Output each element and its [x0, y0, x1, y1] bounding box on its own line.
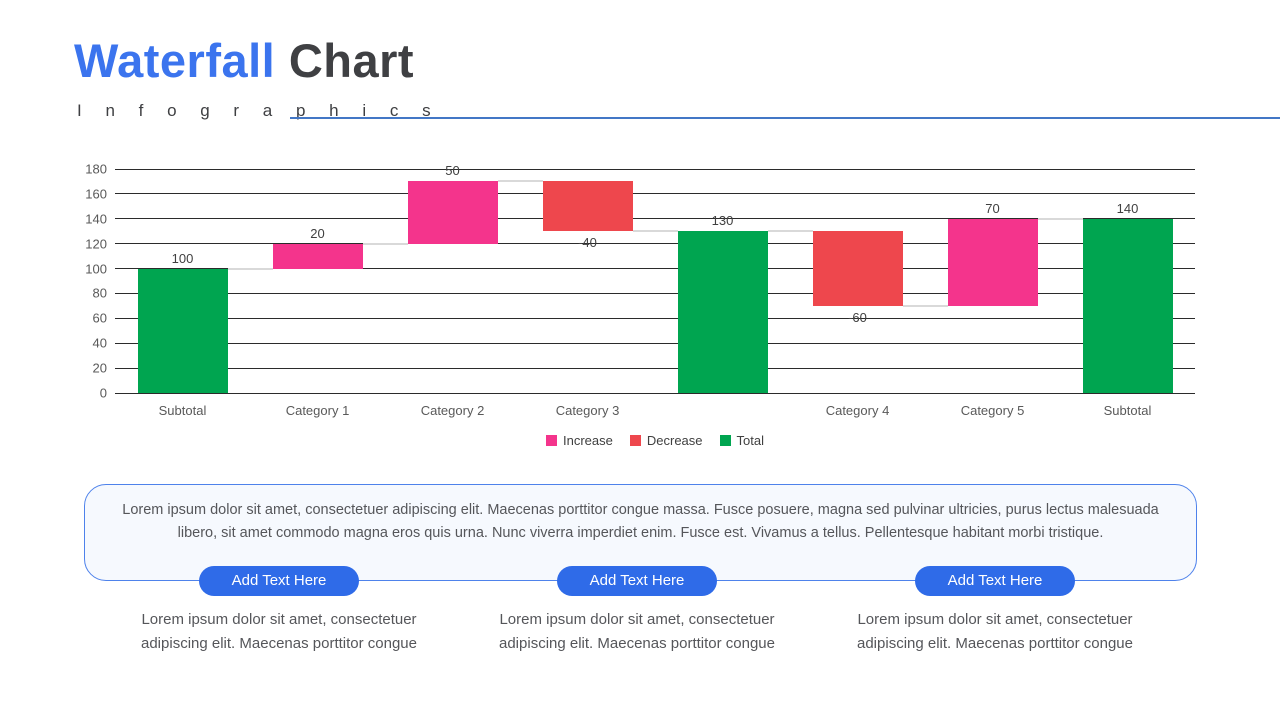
chart-plot-area: 100 Subtotal 20 Category 1 50 Category 2 -40 Ca… — [115, 163, 1195, 418]
legend-swatch-total — [719, 435, 731, 446]
category-label: Category 3 — [555, 403, 620, 418]
y-axis-label: 100 — [85, 261, 107, 277]
connector-line — [1037, 217, 1083, 220]
y-axis-label: 20 — [92, 360, 107, 376]
y-axis-label: 0 — [99, 385, 107, 401]
waterfall-bar-total — [1082, 218, 1173, 393]
gridline — [115, 317, 1195, 319]
gridline — [115, 268, 1195, 270]
connector-line — [767, 230, 813, 233]
category-label: Subtotal — [158, 403, 207, 418]
chart-legend: Increase Decrease Total — [115, 433, 1195, 448]
legend-item-increase: Increase — [546, 433, 613, 448]
waterfall-chart: 0 20 40 60 80 100 120 140 160 180 100 Subtotal 20 Ca… — [55, 162, 1195, 448]
page-title-secondary: Chart — [288, 34, 415, 87]
legend-swatch-increase — [546, 435, 557, 446]
gridline — [115, 193, 1195, 195]
waterfall-bar-total — [137, 268, 228, 393]
bar-value-label: 100 — [171, 250, 194, 266]
waterfall-bar-increase — [947, 218, 1038, 306]
bar-value-label: 70 — [985, 200, 1000, 216]
gridline — [115, 342, 1195, 344]
note-text-1: Lorem ipsum dolor sit amet, consectetuer… — [141, 611, 417, 652]
legend-label: Total — [736, 433, 764, 448]
category-label: Category 2 — [420, 403, 485, 418]
waterfall-bar-increase — [407, 181, 498, 244]
connector-line — [632, 230, 678, 233]
add-text-button-3[interactable]: Add Text Here — [915, 566, 1075, 596]
page-subtitle: I n f o g r a p h i c s — [77, 101, 441, 120]
gridline — [115, 367, 1195, 369]
legend-label: Increase — [563, 433, 613, 448]
y-axis-label: 120 — [85, 236, 107, 252]
bar-value-label: 50 — [445, 163, 460, 179]
bar-value-label: -60 — [848, 309, 867, 325]
category-label: Subtotal — [1103, 403, 1152, 418]
bar-value-label: 140 — [1116, 200, 1139, 216]
legend-item-total: Total — [719, 433, 764, 448]
bar-value-label: 20 — [310, 225, 325, 241]
legend-label: Decrease — [646, 433, 703, 448]
legend-swatch-decrease — [629, 435, 641, 446]
waterfall-bar-decrease — [542, 181, 633, 232]
callout-box: Lorem ipsum dolor sit amet, consectetuer… — [84, 484, 1197, 581]
bar-value-label: 130 — [711, 213, 734, 229]
y-axis-label: 180 — [85, 161, 107, 177]
add-text-button-1[interactable]: Add Text Here — [199, 566, 359, 596]
page-title: Waterfall Chart — [74, 33, 414, 88]
category-label: Category 1 — [285, 403, 350, 418]
y-axis-label: 140 — [85, 211, 107, 227]
connector-line — [902, 304, 948, 307]
y-axis-label: 40 — [92, 335, 107, 351]
waterfall-bar-decrease — [812, 231, 903, 306]
y-axis-label: 60 — [92, 310, 107, 326]
category-label: Category 5 — [960, 403, 1025, 418]
add-text-button-2[interactable]: Add Text Here — [557, 566, 717, 596]
y-axis: 0 20 40 60 80 100 120 140 160 180 — [55, 162, 107, 401]
gridline — [115, 243, 1195, 245]
category-label: Category 4 — [825, 403, 890, 418]
gridline — [115, 218, 1195, 220]
note-text-2: Lorem ipsum dolor sit amet, consectetuer… — [499, 611, 775, 652]
bar-value-label: -40 — [578, 235, 597, 251]
y-axis-label: 80 — [92, 285, 107, 301]
waterfall-bar-total — [677, 231, 768, 393]
connector-line — [227, 267, 273, 270]
connector-line — [497, 180, 543, 183]
callout-paragraph: Lorem ipsum dolor sit amet, consectetuer… — [122, 502, 1159, 541]
note-text-3: Lorem ipsum dolor sit amet, consectetuer… — [857, 611, 1133, 652]
gridline — [115, 392, 1195, 394]
gridline — [115, 168, 1195, 170]
page-title-primary: Waterfall — [74, 34, 276, 87]
gridline — [115, 292, 1195, 294]
connector-line — [362, 242, 408, 245]
legend-item-decrease: Decrease — [629, 433, 703, 448]
header-divider-line — [290, 117, 1280, 119]
waterfall-bar-increase — [272, 243, 363, 269]
y-axis-label: 160 — [85, 186, 107, 202]
